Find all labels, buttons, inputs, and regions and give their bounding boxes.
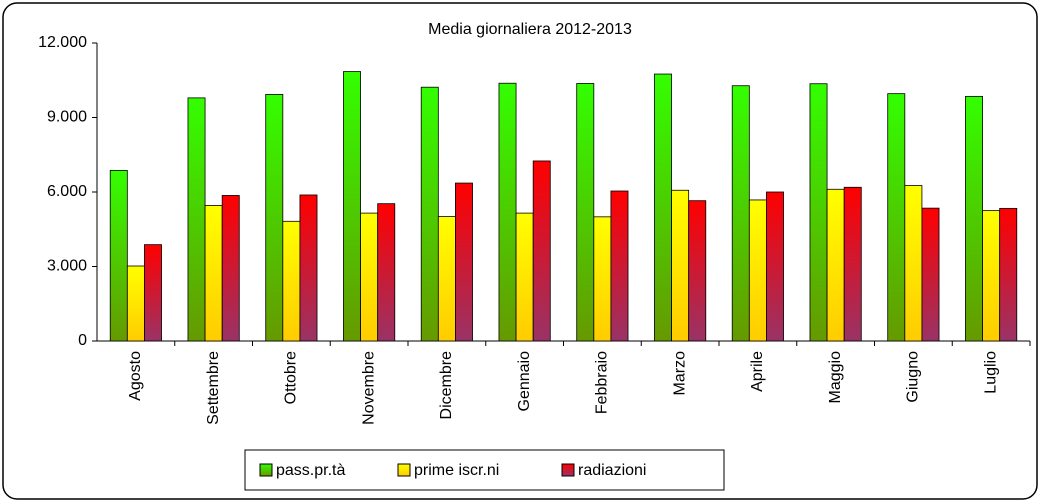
bar [576, 83, 595, 342]
bar [455, 182, 473, 342]
x-tick-label: Luglio [982, 351, 999, 394]
bar [299, 194, 318, 342]
x-tick-label: Gennaio [516, 351, 533, 412]
bar [343, 71, 361, 342]
y-tick-label: 12.000 [38, 34, 87, 51]
legend-box [244, 449, 725, 491]
x-tick-label: Novembre [360, 351, 377, 425]
bar [593, 216, 612, 342]
bar [420, 86, 439, 342]
y-tick-label: 6.000 [47, 183, 87, 200]
chart-title: Media giornaliera 2012-2013 [428, 21, 632, 38]
bar [671, 189, 690, 342]
x-tick-label: Aprile [749, 351, 766, 392]
bar [221, 195, 240, 342]
y-tick-label: 9.000 [47, 109, 87, 126]
bar [965, 95, 983, 342]
bar [187, 97, 206, 342]
bar [748, 199, 767, 342]
bar [532, 160, 551, 342]
x-tick-label: Settembre [205, 351, 222, 425]
bar [498, 82, 517, 342]
bar [126, 265, 145, 342]
bar [144, 244, 162, 342]
legend-label: radiazioni [578, 462, 646, 479]
bar [515, 212, 534, 342]
bar [688, 200, 707, 342]
bar [610, 190, 629, 342]
y-tick-label: 3.000 [47, 258, 87, 275]
x-tick-label: Marzo [671, 351, 688, 396]
bar [377, 203, 396, 342]
legend-swatch [259, 463, 273, 477]
y-tick-label: 0 [78, 332, 87, 349]
bar [360, 212, 379, 342]
x-tick-label: Dicembre [438, 351, 455, 420]
x-tick-label: Maggio [827, 351, 844, 404]
bar [887, 93, 906, 342]
bar [999, 207, 1018, 342]
bar [654, 73, 672, 342]
x-tick-label: Agosto [127, 351, 144, 401]
bar [766, 191, 784, 342]
legend-swatch [561, 463, 575, 477]
x-tick-label: Giugno [905, 351, 922, 403]
x-tick-label: Ottobre [283, 351, 300, 404]
bar [843, 186, 862, 342]
bar [809, 83, 828, 342]
bar [921, 207, 940, 342]
bar [109, 169, 128, 342]
legend-label: prime iscr.ni [414, 462, 499, 479]
bar [731, 85, 750, 342]
bar [204, 205, 223, 342]
legend-swatch [397, 463, 411, 477]
bar [437, 216, 456, 342]
bar [265, 94, 284, 342]
bar [826, 188, 845, 342]
legend-label: pass.pr.tà [276, 462, 345, 479]
bar [282, 220, 301, 342]
bar [982, 210, 1001, 342]
bar [904, 185, 923, 342]
x-tick-label: Febbraio [594, 351, 611, 414]
